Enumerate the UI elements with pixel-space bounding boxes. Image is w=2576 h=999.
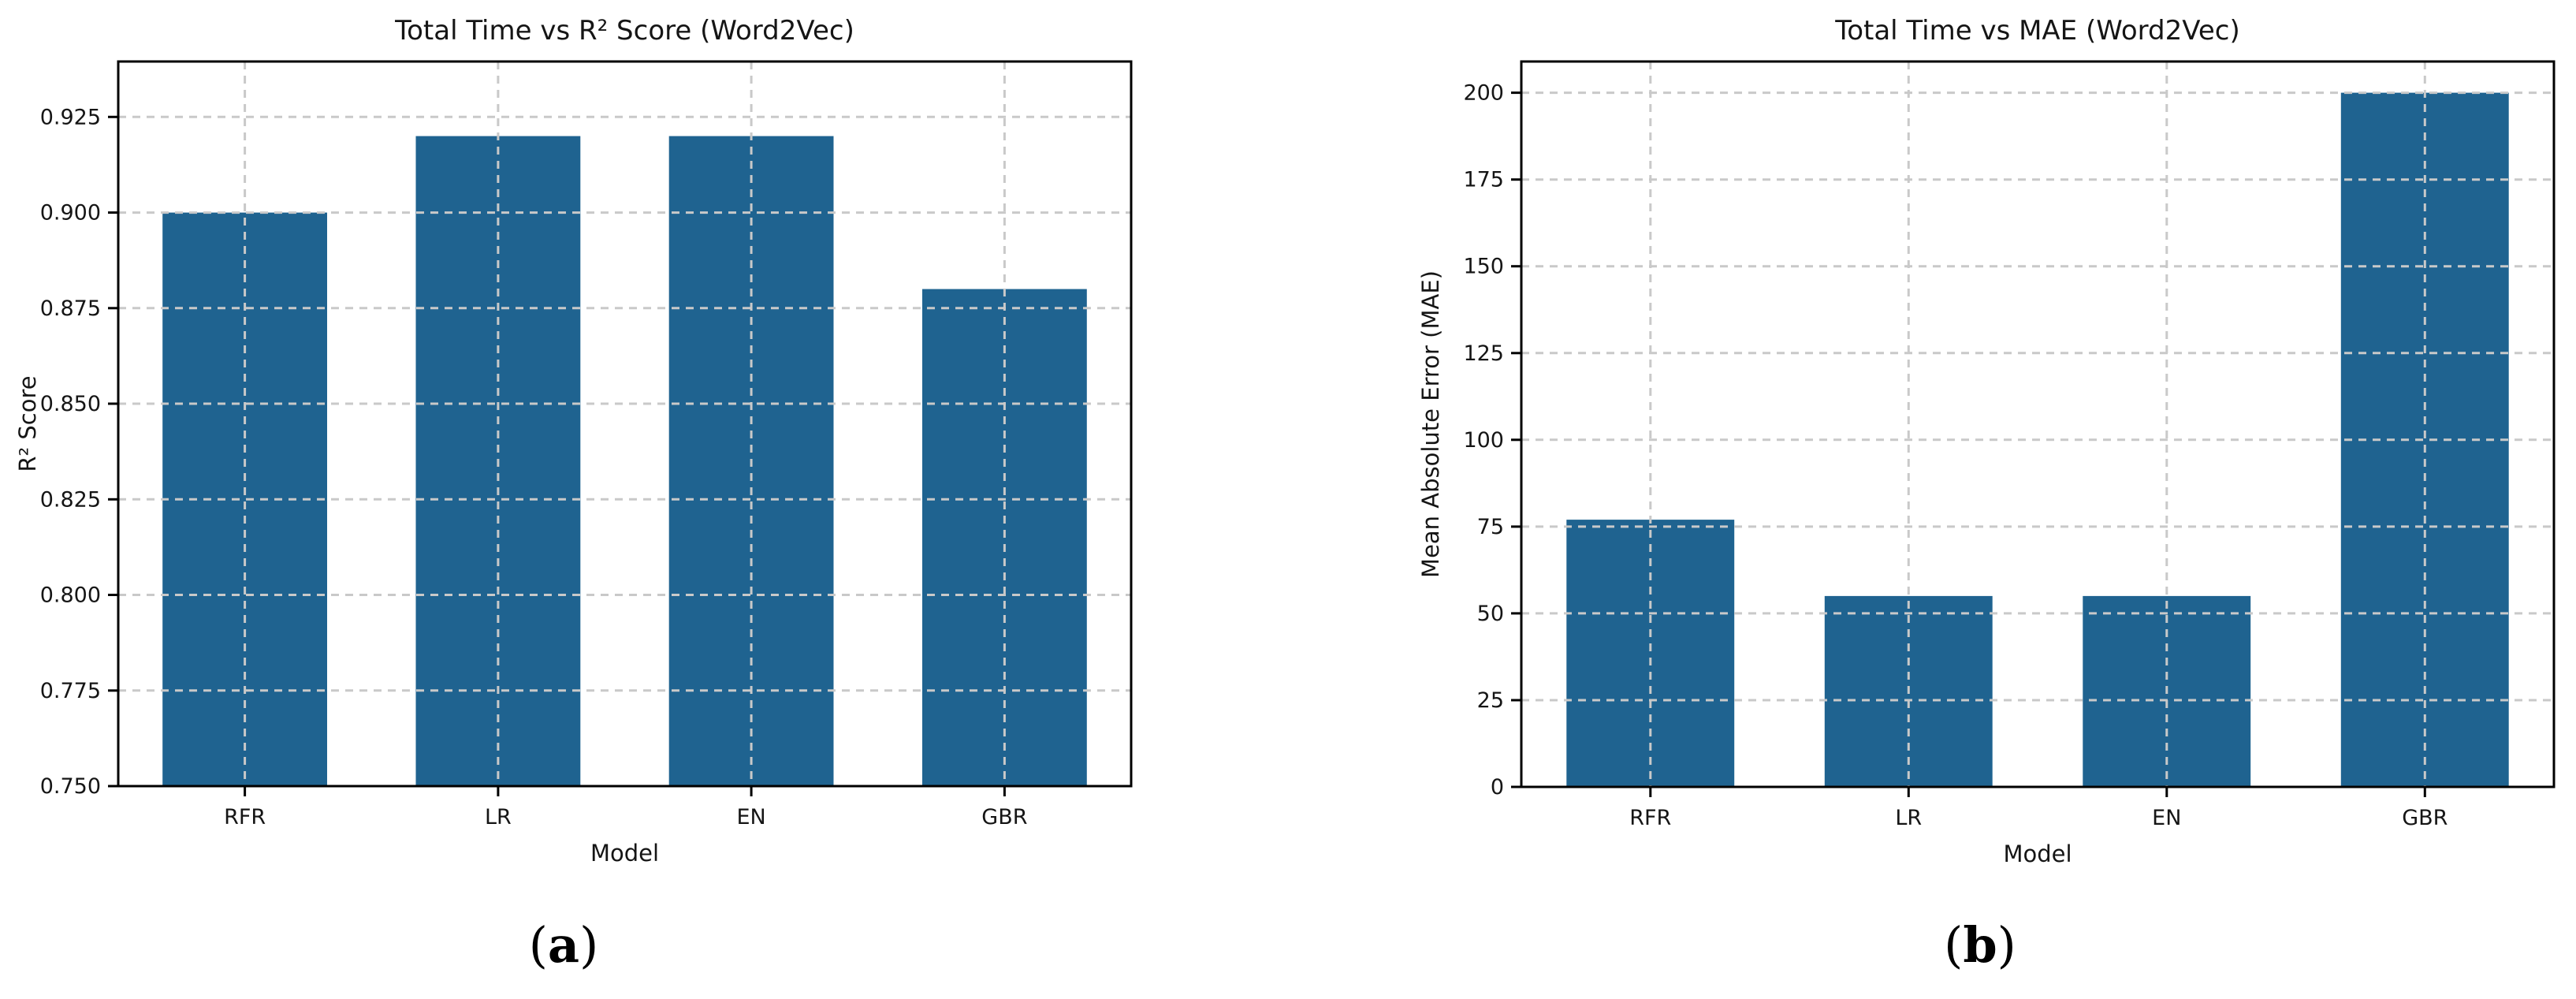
subfigure-caption-b: (b) bbox=[1944, 916, 2016, 974]
x-tick-label: EN bbox=[736, 805, 765, 829]
y-tick-label: 75 bbox=[1477, 515, 1504, 539]
y-tick-label: 0 bbox=[1491, 775, 1504, 800]
caption-b-letter: b bbox=[1963, 916, 1997, 974]
x-tick-label: LR bbox=[485, 805, 512, 829]
y-tick-label: 0.900 bbox=[40, 201, 101, 226]
chart-title: Total Time vs MAE (Word2Vec) bbox=[1834, 15, 2240, 47]
y-axis-label: Mean Absolute Error (MAE) bbox=[1417, 270, 1444, 578]
caption-a-letter: a bbox=[547, 916, 580, 974]
y-tick-label: 175 bbox=[1463, 168, 1504, 192]
x-axis-label: Model bbox=[2003, 841, 2072, 867]
x-tick-label: LR bbox=[1895, 806, 1922, 830]
caption-b-open-paren: ( bbox=[1944, 916, 1964, 974]
chart-title: Total Time vs R² Score (Word2Vec) bbox=[394, 15, 854, 47]
chart-mae-panel: 0 25 50 75 100 125 150 175 200 RFR LR EN GBR Total Ti… bbox=[1288, 0, 2576, 891]
caption-a-close-paren: ) bbox=[579, 916, 599, 974]
axes-spines bbox=[1520, 60, 2556, 788]
r2-score-bar-chart: 0.750 0.775 0.800 0.825 0.850 0.875 0.900 0.925… bbox=[14, 15, 1133, 867]
y-axis-label: R² Score bbox=[14, 375, 41, 472]
y-tick-label: 0.925 bbox=[40, 105, 101, 129]
subfigure-caption-a: (a) bbox=[529, 916, 599, 974]
y-tick-label: 0.825 bbox=[40, 487, 101, 512]
y-tick-label: 50 bbox=[1477, 602, 1504, 626]
mae-bar-chart: 0 25 50 75 100 125 150 175 200 RFR LR EN GBR Total Ti… bbox=[1417, 15, 2556, 867]
y-tick-label: 0.875 bbox=[40, 296, 101, 321]
y-tick-label: 25 bbox=[1477, 688, 1504, 713]
caption-b-close-paren: ) bbox=[1997, 916, 2016, 974]
chart-r2-score-panel: 0.750 0.775 0.800 0.825 0.850 0.875 0.900 0.925… bbox=[0, 0, 1288, 891]
y-tick-label: 0.850 bbox=[40, 392, 101, 416]
y-tick-label: 0.800 bbox=[40, 583, 101, 608]
caption-a-open-paren: ( bbox=[528, 916, 548, 974]
x-tick-label: GBR bbox=[981, 805, 1027, 829]
y-tick-label: 125 bbox=[1463, 341, 1504, 366]
y-tick-label: 0.775 bbox=[40, 679, 101, 703]
x-tick-label: RFR bbox=[224, 805, 266, 829]
x-tick-label: GBR bbox=[2402, 806, 2448, 830]
y-tick-label: 100 bbox=[1463, 428, 1504, 453]
y-tick-label: 200 bbox=[1463, 81, 1504, 106]
x-tick-label: EN bbox=[2152, 806, 2181, 830]
axes-spines bbox=[117, 60, 1133, 788]
y-tick-label: 0.750 bbox=[40, 774, 101, 799]
y-tick-label: 150 bbox=[1463, 255, 1504, 279]
x-tick-label: RFR bbox=[1629, 806, 1671, 830]
bar-rfr bbox=[162, 212, 327, 787]
x-axis-label: Model bbox=[590, 840, 659, 867]
